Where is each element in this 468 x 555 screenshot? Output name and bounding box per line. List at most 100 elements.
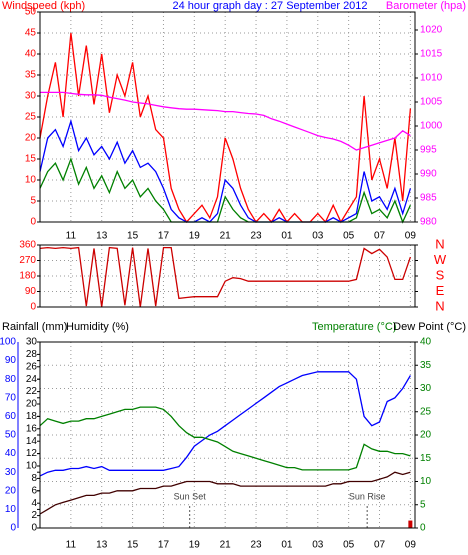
x-tick-label: 07	[374, 540, 386, 551]
x-tick-label: 23	[250, 540, 262, 551]
y2-tick-label: 25	[420, 406, 432, 417]
y2-tick-label: 995	[420, 145, 437, 156]
rainfall-label: Rainfall (mm)	[2, 321, 67, 333]
y3-tick-label: 16	[26, 423, 38, 434]
y-tick-label: 0	[30, 302, 36, 313]
series-line	[39, 118, 412, 223]
series-line	[39, 406, 411, 471]
x-tick-label: 07	[374, 231, 386, 242]
y-tick-label: 35	[25, 70, 37, 81]
y-tick-label: 100	[0, 337, 16, 348]
y3-tick-label: 14	[26, 436, 38, 447]
x-tick-label: 09	[405, 540, 417, 551]
y-tick-label: 270	[19, 255, 36, 266]
y3-tick-label: 30	[26, 337, 38, 348]
y-tick-label: 60	[5, 411, 17, 422]
y3-tick-label: 22	[26, 386, 38, 397]
x-tick-label: 01	[281, 540, 293, 551]
x-tick-label: 21	[220, 540, 232, 551]
x-tick-label: 23	[250, 231, 262, 242]
y2-tick-label: 1020	[420, 25, 443, 36]
bar	[408, 520, 413, 528]
x-tick-label: 05	[343, 231, 355, 242]
annotation: Sun Rise	[349, 491, 386, 501]
y2-tick-label: N	[435, 236, 444, 251]
plot-frame	[39, 244, 416, 308]
y2-tick-label: 40	[420, 337, 432, 348]
x-tick-label: 21	[220, 231, 232, 242]
x-tick-label: 09	[405, 231, 417, 242]
y-tick-label: 180	[19, 271, 36, 282]
y3-tick-label: 8	[31, 473, 37, 484]
y3-tick-label: 10	[26, 461, 38, 472]
y3-tick-label: 2	[31, 510, 37, 521]
series-line	[39, 32, 412, 224]
y3-tick-label: 18	[26, 411, 38, 422]
y2-tick-label: 20	[420, 430, 432, 441]
chart-title: 24 hour graph day : 27 September 2012	[172, 0, 367, 12]
plot-frame	[39, 11, 416, 223]
y-tick-label: 30	[5, 467, 17, 478]
y-tick-label: 40	[5, 448, 17, 459]
y2-tick-label: 10	[420, 476, 432, 487]
x-tick-label: 17	[158, 231, 170, 242]
humidity-label: Humidity (%)	[66, 321, 129, 333]
y2-tick-label: 980	[420, 217, 437, 228]
barometer-label: Barometer (hpa)	[386, 0, 466, 12]
y-tick-label: 80	[5, 374, 17, 385]
y-tick-label: 20	[25, 133, 37, 144]
y3-tick-label: 6	[31, 485, 37, 496]
x-tick-label: 15	[127, 540, 139, 551]
x-tick-label: 11	[66, 231, 77, 242]
y-tick-label: 15	[25, 154, 37, 165]
x-tick-label: 05	[343, 540, 355, 551]
y2-tick-label: 1010	[420, 73, 443, 84]
y-tick-label: 40	[25, 49, 37, 60]
y2-tick-label: 1015	[420, 49, 443, 60]
annotation: Sun Set	[174, 491, 207, 501]
y-tick-label: 10	[25, 175, 37, 186]
series-line	[40, 91, 411, 151]
x-tick-label: 03	[312, 540, 324, 551]
y2-tick-label: 30	[420, 383, 432, 394]
y2-tick-label: 990	[420, 169, 437, 180]
y-tick-label: 25	[25, 112, 37, 123]
y2-tick-label: 1005	[420, 97, 443, 108]
y3-tick-label: 28	[26, 349, 38, 360]
y-tick-label: 50	[5, 430, 17, 441]
y2-tick-label: 5	[420, 499, 426, 510]
y-tick-label: 360	[19, 240, 36, 251]
y2-tick-label: N	[435, 298, 444, 313]
y-tick-label: 90	[5, 355, 17, 366]
y-tick-label: 0	[30, 217, 36, 228]
x-tick-label: 13	[96, 540, 108, 551]
y-tick-label: 50	[25, 7, 37, 18]
y2-tick-label: 15	[420, 453, 432, 464]
y2-tick-label: W	[434, 252, 447, 267]
dewpoint-label: Dew Point (°C)	[393, 321, 466, 333]
x-tick-label: 19	[189, 231, 201, 242]
x-tick-label: 11	[66, 540, 77, 551]
y3-tick-label: 20	[26, 399, 38, 410]
plot-frame	[39, 341, 416, 529]
y2-tick-label: 35	[420, 360, 432, 371]
y3-tick-label: 26	[26, 361, 38, 372]
y2-tick-label: 985	[420, 193, 437, 204]
x-tick-label: 03	[312, 231, 324, 242]
x-tick-label: 17	[158, 540, 170, 551]
y-tick-label: 70	[5, 392, 17, 403]
y3-tick-label: 24	[26, 374, 38, 385]
y-tick-label: 20	[5, 485, 17, 496]
y-tick-label: 30	[25, 91, 37, 102]
series-line	[39, 371, 411, 477]
x-tick-label: 15	[127, 231, 139, 242]
x-tick-label: 01	[281, 231, 293, 242]
y2-tick-label: E	[436, 283, 445, 298]
series-line	[39, 471, 411, 515]
temperature-label: Temperature (°C)	[312, 321, 396, 333]
y-tick-label: 0	[10, 523, 16, 534]
y-tick-label: 45	[25, 28, 37, 39]
y-tick-label: 5	[30, 196, 36, 207]
x-tick-label: 19	[189, 540, 201, 551]
